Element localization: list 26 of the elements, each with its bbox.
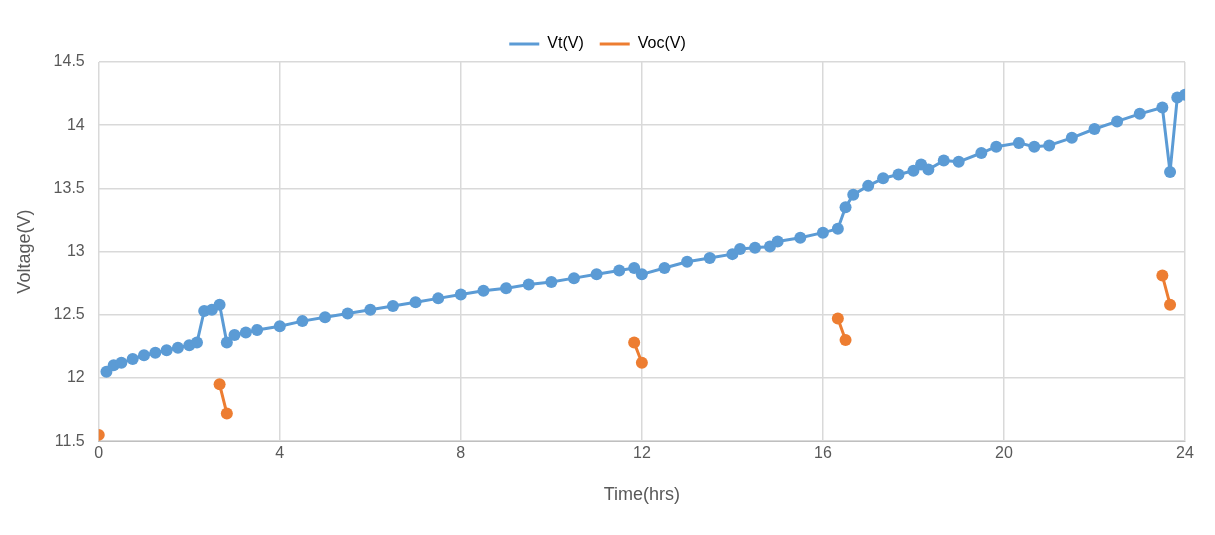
y-axis-title: Voltage(V) bbox=[13, 209, 34, 294]
x-tick-label: 4 bbox=[275, 444, 285, 462]
x-axis-title: Time(hrs) bbox=[603, 484, 681, 505]
point bbox=[213, 378, 226, 391]
point bbox=[831, 312, 844, 325]
y-tick-label: 14.5 bbox=[53, 52, 85, 70]
legend-label: Voc(V) bbox=[637, 34, 686, 52]
x-tick-label: 16 bbox=[814, 444, 832, 462]
y-tick-label: 11.5 bbox=[54, 431, 85, 449]
point bbox=[220, 407, 233, 420]
point bbox=[1164, 298, 1177, 311]
y-tick-label: 13.5 bbox=[53, 178, 85, 196]
y-tick-label: 14 bbox=[66, 115, 85, 133]
point bbox=[1156, 269, 1169, 282]
y-tick-label: 13 bbox=[66, 242, 85, 260]
x-tick-label: 8 bbox=[456, 444, 466, 462]
x-tick-label: 20 bbox=[995, 444, 1013, 462]
point bbox=[628, 336, 641, 349]
point bbox=[635, 356, 648, 369]
y-tick-label: 12.5 bbox=[53, 305, 85, 323]
x-tick-label: 0 bbox=[94, 444, 104, 462]
legend-label: Vt(V) bbox=[547, 34, 584, 52]
point bbox=[839, 334, 852, 347]
y-tick-label: 12 bbox=[66, 368, 85, 386]
x-tick-label: 24 bbox=[1176, 444, 1194, 462]
x-tick-label: 12 bbox=[632, 444, 651, 462]
